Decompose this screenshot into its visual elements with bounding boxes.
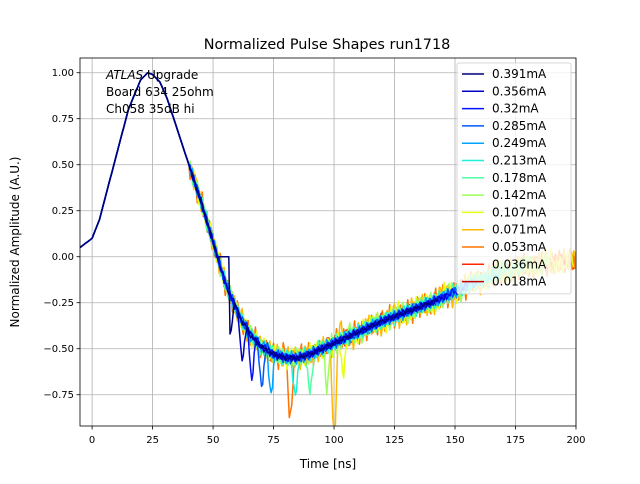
legend-label: 0.053mA <box>492 240 547 254</box>
legend-label: 0.036mA <box>492 257 547 271</box>
x-tick-label: 125 <box>385 435 404 446</box>
annotation-line: Board 634 25ohm <box>106 85 214 99</box>
legend-label: 0.391mA <box>492 67 547 81</box>
y-tick-label: 0.75 <box>52 114 74 125</box>
annotation-line: ATLAS Upgrade <box>105 68 198 82</box>
y-axis-label: Normalized Amplitude (A.U.) <box>8 157 22 328</box>
x-tick-label: 75 <box>267 435 280 446</box>
x-tick-label: 0 <box>89 435 95 446</box>
legend-label: 0.018mA <box>492 275 547 289</box>
x-axis-label: Time [ns] <box>299 457 356 471</box>
legend: 0.391mA 0.356mA 0.32mA 0.285mA 0.249mA 0.213m… <box>456 62 572 295</box>
legend-label: 0.285mA <box>492 119 547 133</box>
x-tick-label: 25 <box>146 435 159 446</box>
y-tick-label: 0.00 <box>52 252 74 263</box>
y-tick-label: −0.25 <box>43 298 74 309</box>
series-line-0.391mA <box>80 71 439 362</box>
x-tick-label: 100 <box>325 435 344 446</box>
x-tick-label: 150 <box>445 435 464 446</box>
plot-frame <box>79 57 577 427</box>
legend-label: 0.249mA <box>492 136 547 150</box>
y-tick-label: −0.50 <box>43 344 74 355</box>
atlas-annotation: ATLAS Upgrade Board 634 25ohm Ch058 35dB… <box>105 68 214 116</box>
x-axis-ticks: 0 25 50 75 100 125 150 175 200 <box>89 426 586 446</box>
legend-label: 0.107mA <box>492 205 547 219</box>
y-axis-ticks: −0.75 −0.50 −0.25 0.00 0.25 0.50 0.75 1.00 <box>43 68 80 401</box>
legend-label: 0.32mA <box>492 102 539 116</box>
y-tick-label: −0.75 <box>43 390 74 401</box>
legend-label: 0.356mA <box>492 84 547 98</box>
legend-box <box>456 62 572 295</box>
x-tick-label: 50 <box>207 435 220 446</box>
legend-label: 0.178mA <box>492 171 547 185</box>
chart-title: Normalized Pulse Shapes run1718 <box>204 37 451 53</box>
annotation-line: Ch058 35dB hi <box>106 102 195 116</box>
legend-label: 0.213mA <box>492 154 547 168</box>
y-tick-label: 1.00 <box>52 68 74 79</box>
legend-label: 0.142mA <box>492 188 547 202</box>
x-tick-label: 200 <box>566 435 585 446</box>
legend-label: 0.071mA <box>492 223 547 237</box>
y-tick-label: 0.25 <box>52 206 74 217</box>
y-tick-label: 0.50 <box>52 160 74 171</box>
x-tick-label: 175 <box>506 435 525 446</box>
